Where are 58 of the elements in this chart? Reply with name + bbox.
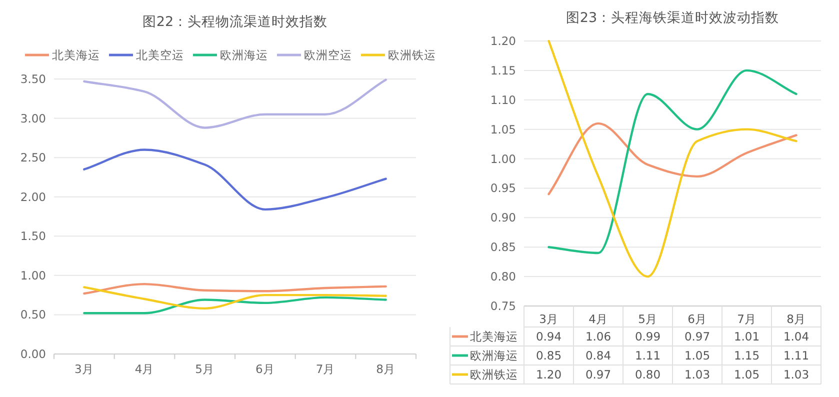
xtick: 7月 <box>737 312 756 326</box>
legend-label: 欧洲铁运 <box>388 48 436 62</box>
data-label: 1.03 <box>684 368 710 382</box>
data-label: 1.05 <box>684 348 710 362</box>
data-label: 0.80 <box>634 368 661 382</box>
title: 图23：头程海铁渠道时效波动指数 <box>566 10 780 26</box>
data-label: 0.85 <box>536 348 562 362</box>
data-label: 1.03 <box>783 368 810 382</box>
xtick: 5月 <box>638 312 658 326</box>
xtick: 4月 <box>134 362 154 376</box>
xtick: 6月 <box>688 312 707 326</box>
data-label: 1.04 <box>783 330 810 344</box>
xtick: 3月 <box>74 362 94 376</box>
title: 图22：头程物流渠道时效指数 <box>142 14 328 30</box>
xtick: 8月 <box>786 312 806 326</box>
xtick: 6月 <box>256 362 275 376</box>
xtick: 5月 <box>195 362 214 376</box>
ytick: 3.50 <box>20 72 46 86</box>
ytick: 0.95 <box>490 181 516 196</box>
ytick: 1.00 <box>490 152 516 166</box>
legend-label: 欧洲海运 <box>220 48 268 62</box>
legend-label: 欧洲海运 <box>470 348 518 362</box>
ytick: 0.00 <box>20 347 46 361</box>
ytick: 1.50 <box>20 229 46 244</box>
data-label: 1.20 <box>536 368 562 382</box>
legend-label: 欧洲铁运 <box>470 368 518 382</box>
legend-label: 北美海运 <box>52 48 100 62</box>
ytick: 2.50 <box>20 150 46 165</box>
ytick: 0.75 <box>490 299 516 313</box>
ytick: 0.50 <box>20 308 46 322</box>
legend-label: 北美海运 <box>470 330 518 344</box>
data-label: 0.94 <box>536 330 562 344</box>
data-label: 1.11 <box>783 348 810 362</box>
data-label: 0.84 <box>585 348 612 362</box>
data-label: 0.97 <box>684 330 710 344</box>
legend-label: 欧洲空运 <box>304 48 352 62</box>
ytick: 3.00 <box>20 111 46 126</box>
legend-label: 北美空运 <box>136 48 184 62</box>
ytick: 0.90 <box>490 210 516 225</box>
data-label: 0.97 <box>585 368 612 382</box>
data-label: 0.99 <box>634 330 661 344</box>
ytick: 2.00 <box>20 190 46 204</box>
ytick: 0.80 <box>490 270 516 284</box>
xtick: 7月 <box>316 362 336 376</box>
ytick: 1.20 <box>490 34 516 48</box>
ytick: 1.15 <box>490 63 516 78</box>
ytick: 1.00 <box>20 268 46 282</box>
xtick: 3月 <box>539 312 558 326</box>
ytick: 1.05 <box>490 122 516 136</box>
data-label: 1.01 <box>734 330 760 344</box>
ytick: 1.10 <box>490 92 516 107</box>
data-label: 1.05 <box>734 368 760 382</box>
ytick: 0.85 <box>490 240 516 254</box>
xtick: 8月 <box>376 362 396 376</box>
data-label: 1.06 <box>585 330 612 344</box>
data-label: 1.11 <box>634 348 661 362</box>
data-label: 1.15 <box>734 348 760 362</box>
xtick: 4月 <box>588 312 608 326</box>
